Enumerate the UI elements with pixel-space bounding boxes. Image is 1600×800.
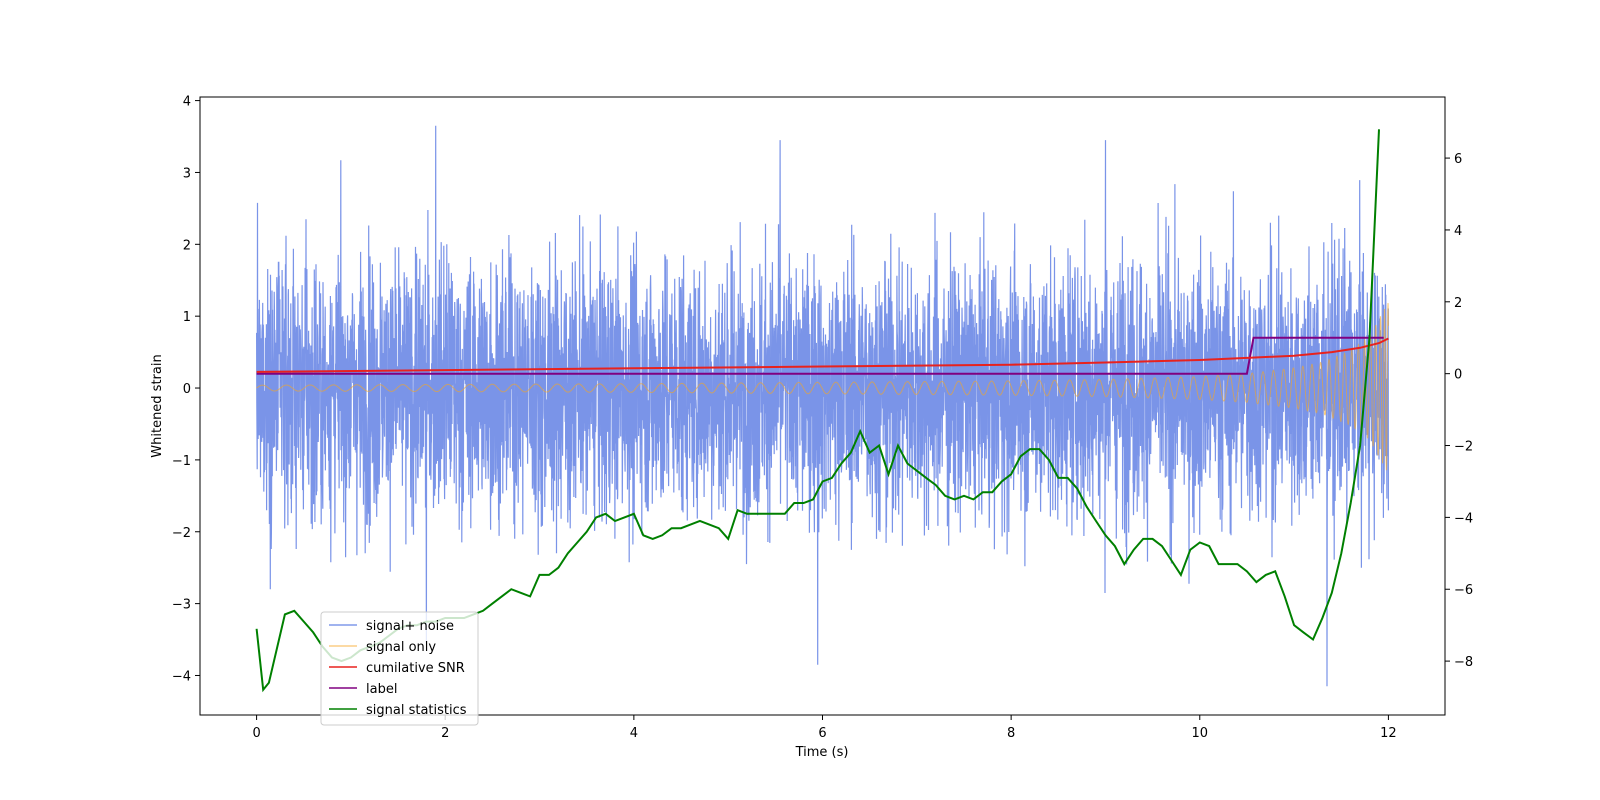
y-axis-right: 6 4 2 0 −2 −4 −6 −8 bbox=[1445, 152, 1473, 670]
legend-label: signal+ noise bbox=[366, 619, 454, 634]
legend-label: signal only bbox=[366, 640, 436, 655]
y2-tick-label: 0 bbox=[1454, 368, 1462, 383]
y-tick-label: 1 bbox=[183, 310, 191, 325]
y2-tick-label: 2 bbox=[1454, 296, 1462, 311]
plot-area bbox=[255, 125, 1389, 693]
x-tick-label: 4 bbox=[630, 726, 638, 741]
x-tick-label: 10 bbox=[1191, 726, 1208, 741]
legend-label: signal statistics bbox=[366, 703, 467, 718]
x-tick-label: 0 bbox=[252, 726, 260, 741]
series-label-line bbox=[256, 336, 1384, 375]
y2-tick-label: 6 bbox=[1454, 152, 1462, 167]
x-tick-label: 12 bbox=[1380, 726, 1397, 741]
y-axis-label: Whitened strain bbox=[150, 354, 165, 457]
x-axis-label: Time (s) bbox=[795, 745, 849, 760]
x-tick-label: 6 bbox=[818, 726, 826, 741]
y-tick-label: 0 bbox=[183, 382, 191, 397]
y2-tick-label: −2 bbox=[1454, 440, 1473, 455]
y-tick-label: −4 bbox=[172, 669, 191, 684]
legend: signal+ noise signal only cumilative SNR la… bbox=[320, 611, 479, 726]
x-tick-label: 2 bbox=[441, 726, 449, 741]
y-tick-label: 2 bbox=[183, 238, 191, 253]
series-cumulative-snr-line bbox=[256, 337, 1389, 373]
y-axis-left: 4 3 2 1 0 −1 −2 −3 −4 bbox=[172, 95, 200, 684]
y2-tick-label: 4 bbox=[1454, 224, 1462, 239]
y-tick-label: 4 bbox=[183, 95, 191, 110]
legend-box bbox=[320, 611, 479, 726]
legend-label: label bbox=[366, 682, 397, 697]
y-tick-label: −3 bbox=[172, 598, 191, 613]
y2-tick-label: −8 bbox=[1454, 655, 1473, 670]
legend-label: cumilative SNR bbox=[366, 661, 465, 676]
series-signal-noise-line bbox=[256, 125, 1389, 687]
x-tick-label: 8 bbox=[1007, 726, 1015, 741]
y-tick-label: −2 bbox=[172, 526, 191, 541]
series-signal-only-line bbox=[256, 302, 1389, 471]
y-tick-label: 3 bbox=[183, 166, 191, 181]
y2-tick-label: −6 bbox=[1454, 583, 1473, 598]
y2-tick-label: −4 bbox=[1454, 511, 1473, 526]
y-tick-label: −1 bbox=[172, 454, 191, 469]
